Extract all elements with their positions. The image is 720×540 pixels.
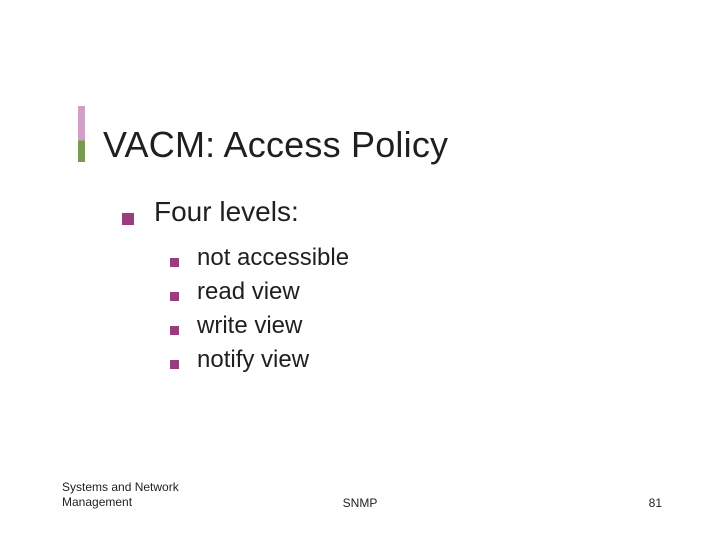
footer-page-number: 81 <box>649 496 662 510</box>
level2-text: read view <box>197 278 300 306</box>
square-bullet-icon <box>170 360 179 369</box>
slide-footer: Systems and Network Management SNMP 81 <box>0 476 720 510</box>
level2-item: notify view <box>170 346 349 374</box>
level2-text: not accessible <box>197 244 349 272</box>
square-bullet-icon <box>170 258 179 267</box>
slide: VACM: Access Policy Four levels: not acc… <box>0 0 720 540</box>
level1-item: Four levels: <box>122 196 349 228</box>
square-bullet-icon <box>122 213 134 225</box>
level2-text: notify view <box>197 346 309 374</box>
level2-item: write view <box>170 312 349 340</box>
level2-text: write view <box>197 312 302 340</box>
slide-body: Four levels: not accessible read view wr… <box>122 196 349 380</box>
footer-left-line1: Systems and Network <box>62 480 179 494</box>
slide-title: VACM: Access Policy <box>103 126 448 164</box>
level2-item: read view <box>170 278 349 306</box>
accent-bar-icon <box>78 106 85 162</box>
footer-left-line2: Management <box>62 495 132 509</box>
footer-left: Systems and Network Management <box>62 480 179 510</box>
footer-center: SNMP <box>343 496 378 510</box>
title-row: VACM: Access Policy <box>78 108 448 164</box>
square-bullet-icon <box>170 326 179 335</box>
level2-item: not accessible <box>170 244 349 272</box>
level1-text: Four levels: <box>154 196 299 228</box>
square-bullet-icon <box>170 292 179 301</box>
level2-list: not accessible read view write view noti… <box>170 244 349 374</box>
